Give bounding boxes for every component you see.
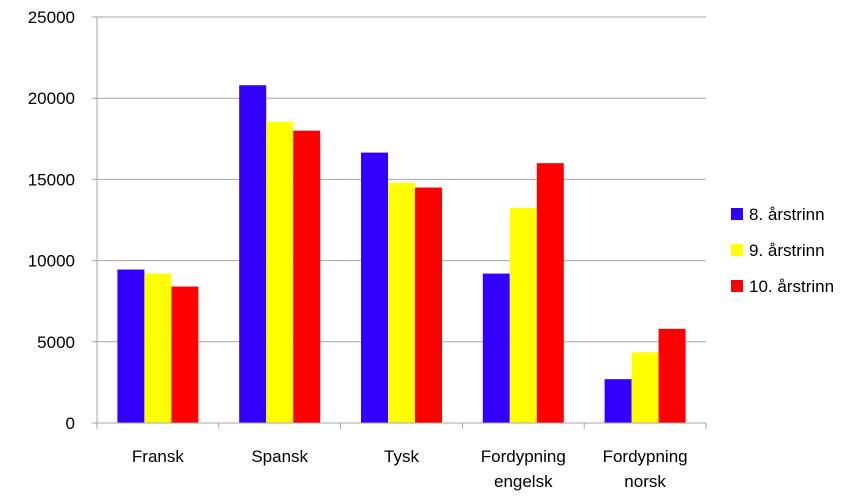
y-tick-label: 25000 xyxy=(28,8,75,27)
bar xyxy=(604,379,632,423)
y-tick-label: 20000 xyxy=(28,89,75,108)
legend-label: 9. årstrinn xyxy=(749,241,825,260)
legend-swatch xyxy=(731,280,743,292)
legend-swatch xyxy=(731,244,743,256)
x-tick-label: Fordypning xyxy=(603,447,688,466)
legend-label: 10. årstrinn xyxy=(749,277,834,296)
bar xyxy=(415,187,442,423)
bar xyxy=(293,130,321,423)
y-axis: 0 5000 10000 15000 20000 25000 xyxy=(28,8,98,433)
x-axis: Fransk Spansk Tysk Fordypning engelsk Fordypn… xyxy=(96,422,707,491)
bars xyxy=(117,85,686,424)
bar xyxy=(388,182,415,423)
legend-swatch xyxy=(731,208,743,220)
y-tick-label: 5000 xyxy=(37,333,75,352)
bar xyxy=(144,273,172,423)
x-tick-label: Spansk xyxy=(251,447,308,466)
x-tick-label: Fransk xyxy=(132,447,184,466)
x-tick-label: Fordypning xyxy=(481,447,566,466)
bar xyxy=(509,207,537,423)
y-tick-label: 0 xyxy=(66,414,75,433)
x-tick-label: norsk xyxy=(624,472,666,491)
x-tick-label: engelsk xyxy=(494,472,553,491)
bar xyxy=(171,286,199,423)
bar xyxy=(361,152,388,423)
bar xyxy=(482,273,510,423)
bar xyxy=(239,85,267,423)
y-tick-label: 15000 xyxy=(28,170,75,189)
y-tick-label: 10000 xyxy=(28,252,75,271)
bar xyxy=(536,163,564,423)
bar xyxy=(117,269,145,423)
legend-label: 8. årstrinn xyxy=(749,205,825,224)
x-tick-label: Tysk xyxy=(384,447,419,466)
bar xyxy=(631,352,659,423)
bar xyxy=(658,328,686,423)
legend: 8. årstrinn 9. årstrinn 10. årstrinn xyxy=(731,205,834,296)
bar xyxy=(266,121,294,424)
